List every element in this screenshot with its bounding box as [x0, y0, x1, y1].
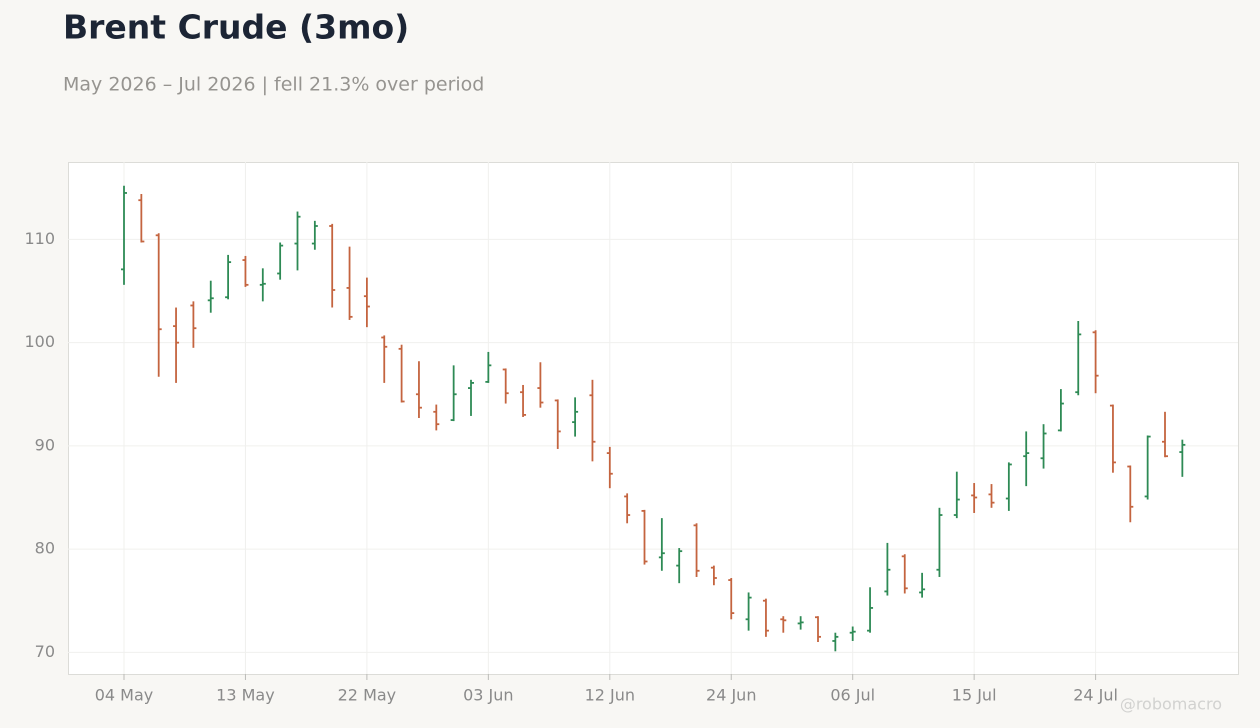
x-tick-label: 06 Jul — [830, 686, 875, 705]
y-tick-label: 70 — [35, 642, 55, 661]
x-tick-label: 12 Jun — [585, 686, 635, 705]
watermark: @robomacro — [1120, 695, 1222, 714]
x-tick-label: 03 Jun — [463, 686, 513, 705]
chart-subtitle: May 2026 – Jul 2026 | fell 21.3% over pe… — [63, 74, 484, 96]
y-tick-label: 90 — [35, 435, 55, 454]
x-tick-label: 15 Jul — [952, 686, 997, 705]
chart-title: Brent Crude (3mo) — [63, 8, 409, 47]
y-tick-label: 100 — [24, 332, 55, 351]
y-tick-label: 110 — [24, 229, 55, 248]
x-tick-label: 24 Jun — [706, 686, 756, 705]
y-tick-label: 80 — [35, 539, 55, 558]
plot-area — [68, 162, 1239, 675]
x-tick-label: 13 May — [216, 686, 275, 705]
x-tick-label: 24 Jul — [1073, 686, 1118, 705]
x-tick-label: 04 May — [95, 686, 154, 705]
x-tick-label: 22 May — [338, 686, 397, 705]
